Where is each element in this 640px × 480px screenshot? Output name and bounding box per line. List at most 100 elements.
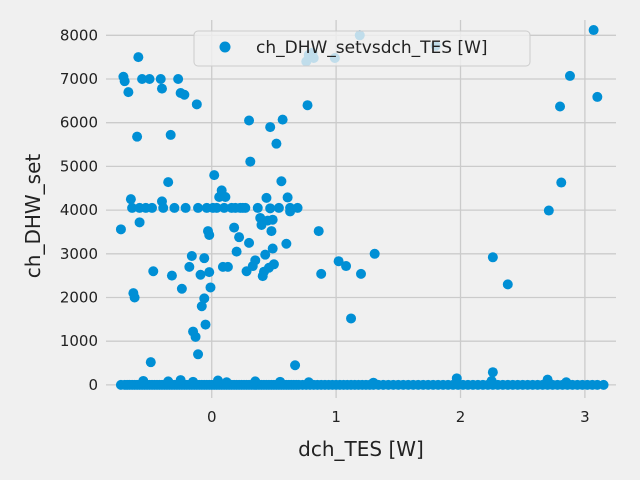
data-point: [487, 367, 498, 378]
data-point: [502, 279, 513, 290]
y-tick-label: 2000: [60, 288, 98, 306]
data-point: [564, 70, 575, 81]
data-point: [561, 377, 572, 388]
data-point: [221, 377, 232, 388]
data-point: [184, 261, 195, 272]
data-point: [222, 261, 233, 272]
data-point: [137, 73, 148, 84]
data-point: [451, 373, 462, 384]
data-point: [240, 202, 251, 213]
data-point: [158, 202, 169, 213]
data-point: [220, 191, 231, 202]
data-point: [486, 375, 497, 386]
data-point: [265, 203, 276, 214]
y-tick-label: 6000: [60, 114, 98, 132]
y-tick-label: 4000: [60, 201, 98, 219]
data-point: [211, 202, 222, 213]
y-axis-label: ch_DHW_set: [21, 154, 45, 279]
data-point: [316, 268, 327, 279]
data-point: [163, 177, 174, 188]
data-point: [275, 376, 286, 387]
data-point: [180, 202, 191, 213]
x-axis-label: dch_TES [W]: [298, 437, 424, 461]
data-point: [341, 261, 352, 272]
data-point: [179, 89, 190, 100]
data-point: [556, 177, 567, 188]
data-points: [115, 25, 609, 390]
data-point: [281, 238, 292, 249]
data-point: [265, 122, 276, 133]
data-point: [173, 73, 184, 84]
data-point: [169, 202, 180, 213]
data-point: [200, 319, 211, 330]
data-point: [127, 202, 138, 213]
data-point: [229, 222, 240, 233]
data-point: [261, 192, 272, 203]
data-point: [193, 349, 204, 360]
data-point: [195, 269, 206, 280]
data-point: [303, 377, 314, 388]
data-point: [266, 226, 277, 237]
data-point: [250, 255, 261, 266]
data-point: [199, 293, 210, 304]
legend-label: ch_DHW_setvsdch_TES [W]: [256, 38, 488, 58]
data-point: [598, 379, 609, 390]
data-point: [193, 202, 204, 213]
data-point: [166, 270, 177, 281]
data-point: [145, 357, 156, 368]
data-point: [129, 292, 140, 303]
data-point: [204, 267, 215, 278]
x-tick-label: 3: [580, 408, 590, 426]
data-point: [346, 313, 357, 324]
y-tick-label: 3000: [60, 245, 98, 263]
data-point: [125, 194, 136, 205]
x-tick-label: 2: [456, 408, 466, 426]
data-point: [542, 374, 553, 385]
data-point: [245, 156, 256, 167]
data-point: [250, 376, 261, 387]
data-point: [231, 246, 242, 257]
data-point: [292, 202, 303, 213]
data-point: [186, 250, 197, 261]
data-point: [132, 131, 143, 142]
data-point: [260, 249, 271, 260]
data-point: [252, 202, 263, 213]
data-point: [147, 202, 158, 213]
data-point: [592, 91, 603, 102]
y-tick-label: 1000: [60, 332, 98, 350]
data-point: [190, 331, 201, 342]
data-point: [133, 52, 144, 63]
y-tick-label: 5000: [60, 157, 98, 175]
data-point: [148, 266, 159, 277]
data-point: [199, 253, 210, 264]
y-tick-label: 8000: [60, 26, 98, 44]
data-point: [191, 99, 202, 110]
data-point: [156, 83, 167, 94]
data-point: [155, 73, 166, 84]
data-point: [302, 100, 313, 111]
data-point: [268, 259, 279, 270]
data-point: [282, 192, 293, 203]
data-point: [333, 256, 344, 267]
data-point: [487, 252, 498, 263]
y-tick-label: 7000: [60, 70, 98, 88]
data-point: [204, 230, 215, 241]
data-point: [267, 243, 278, 254]
data-point: [543, 205, 554, 216]
legend: ch_DHW_setvsdch_TES [W]: [193, 30, 531, 67]
data-point: [277, 114, 288, 125]
data-point: [119, 76, 130, 87]
data-point: [244, 115, 255, 126]
data-point: [234, 232, 245, 243]
data-point: [273, 202, 284, 213]
data-point: [267, 214, 278, 225]
data-point: [188, 376, 199, 387]
x-tick-label: 0: [207, 408, 217, 426]
data-point: [175, 375, 186, 386]
data-point: [176, 283, 187, 294]
data-point: [290, 360, 301, 371]
x-tick-labels: 0 1 2 3: [207, 408, 590, 426]
legend-marker: [219, 41, 231, 53]
